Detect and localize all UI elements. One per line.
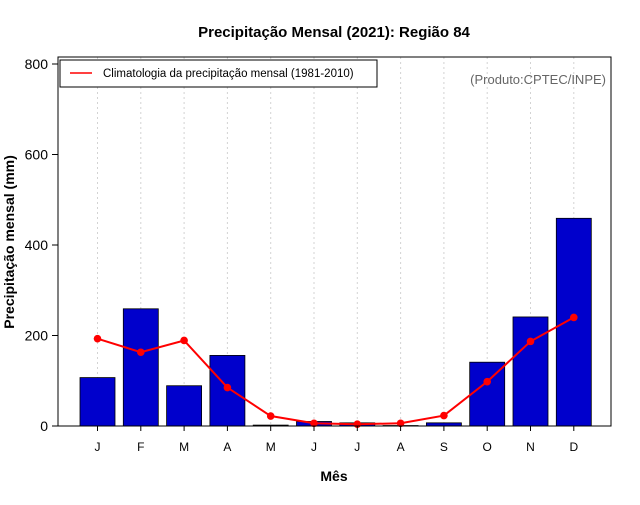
x-tick-label: M: [179, 440, 189, 454]
y-axis: 0 200 400 600 800: [25, 56, 58, 434]
climatology-point: [310, 419, 318, 428]
precipitation-bar: [512, 316, 549, 427]
precipitation-bar: [469, 361, 506, 427]
climatology-point: [396, 419, 405, 428]
precipitation-bar: [555, 217, 592, 427]
climatology-point: [526, 337, 535, 346]
legend-box: [59, 59, 378, 88]
climatology-point: [440, 411, 448, 420]
x-tick-label: S: [440, 440, 448, 454]
y-tick-label: 800: [25, 56, 49, 72]
x-tick-label: N: [526, 440, 535, 454]
x-tick-label: J: [311, 440, 317, 454]
climatology-line-layer: [93, 313, 578, 428]
climatology-point: [180, 336, 188, 345]
precipitation-bar: [122, 308, 159, 427]
climatology-point: [266, 412, 275, 420]
chart-title: Precipitação Mensal (2021): Região 84: [198, 24, 470, 41]
climatology-point: [223, 383, 232, 392]
x-tick-label: M: [266, 440, 276, 454]
grid-layer: [97, 57, 575, 426]
precipitation-bar: [166, 385, 203, 427]
climatology-point: [570, 313, 578, 322]
climatology-point: [137, 348, 145, 357]
x-tick-label: J: [95, 440, 101, 454]
x-tick-label: D: [569, 440, 578, 454]
climatology-line: [97, 316, 575, 426]
climatology-point: [483, 377, 492, 386]
x-tick-label: A: [397, 440, 405, 454]
x-axis-title: Mês: [320, 468, 347, 484]
bars-layer: [79, 217, 592, 427]
x-tick-label: J: [354, 440, 360, 454]
x-tick-label: O: [483, 440, 492, 454]
climatology-point: [93, 334, 102, 343]
x-tick-label: F: [137, 440, 144, 454]
precipitation-bar: [79, 377, 116, 427]
y-tick-label: 200: [25, 328, 49, 344]
x-tick-label: A: [223, 440, 231, 454]
legend: Climatologia da precipitação mensal (198…: [59, 59, 378, 88]
y-tick-label: 0: [40, 418, 48, 434]
y-axis-title: Precipitação mensal (mm): [1, 155, 17, 329]
credit-label: (Produto:CPTEC/INPE): [470, 72, 606, 87]
legend-label: Climatologia da precipitação mensal (198…: [103, 68, 354, 80]
plot-frame: [57, 56, 612, 427]
y-tick-label: 600: [25, 147, 49, 163]
y-tick-label: 400: [25, 237, 49, 253]
